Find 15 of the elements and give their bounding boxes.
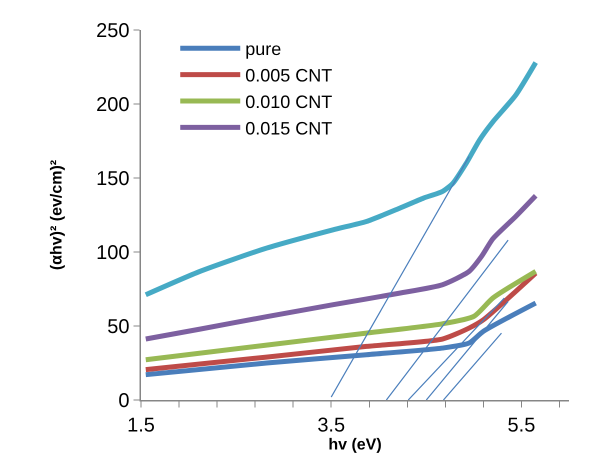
y-tick-label: 200 (96, 94, 130, 116)
x-tick-label: 1.5 (127, 414, 155, 436)
y-tick-label: 150 (96, 168, 130, 190)
legend-label: 0.005 CNT (245, 66, 332, 86)
x-tick-label: 5.5 (508, 414, 536, 436)
y-axis-title: (αhv)² (ev/cm)² (48, 160, 66, 270)
y-tick-label: 100 (96, 242, 130, 264)
y-tick-label: 0 (118, 390, 130, 412)
legend-label: 0.010 CNT (245, 92, 332, 112)
legend-label: 0.015 CNT (245, 118, 332, 138)
legend-label: pure (245, 39, 282, 60)
x-axis-title: hv (eV) (328, 436, 382, 454)
x-tick-label: 3.5 (317, 414, 346, 436)
y-tick-label: 250 (96, 20, 130, 42)
y-tick-label: 50 (107, 316, 130, 338)
